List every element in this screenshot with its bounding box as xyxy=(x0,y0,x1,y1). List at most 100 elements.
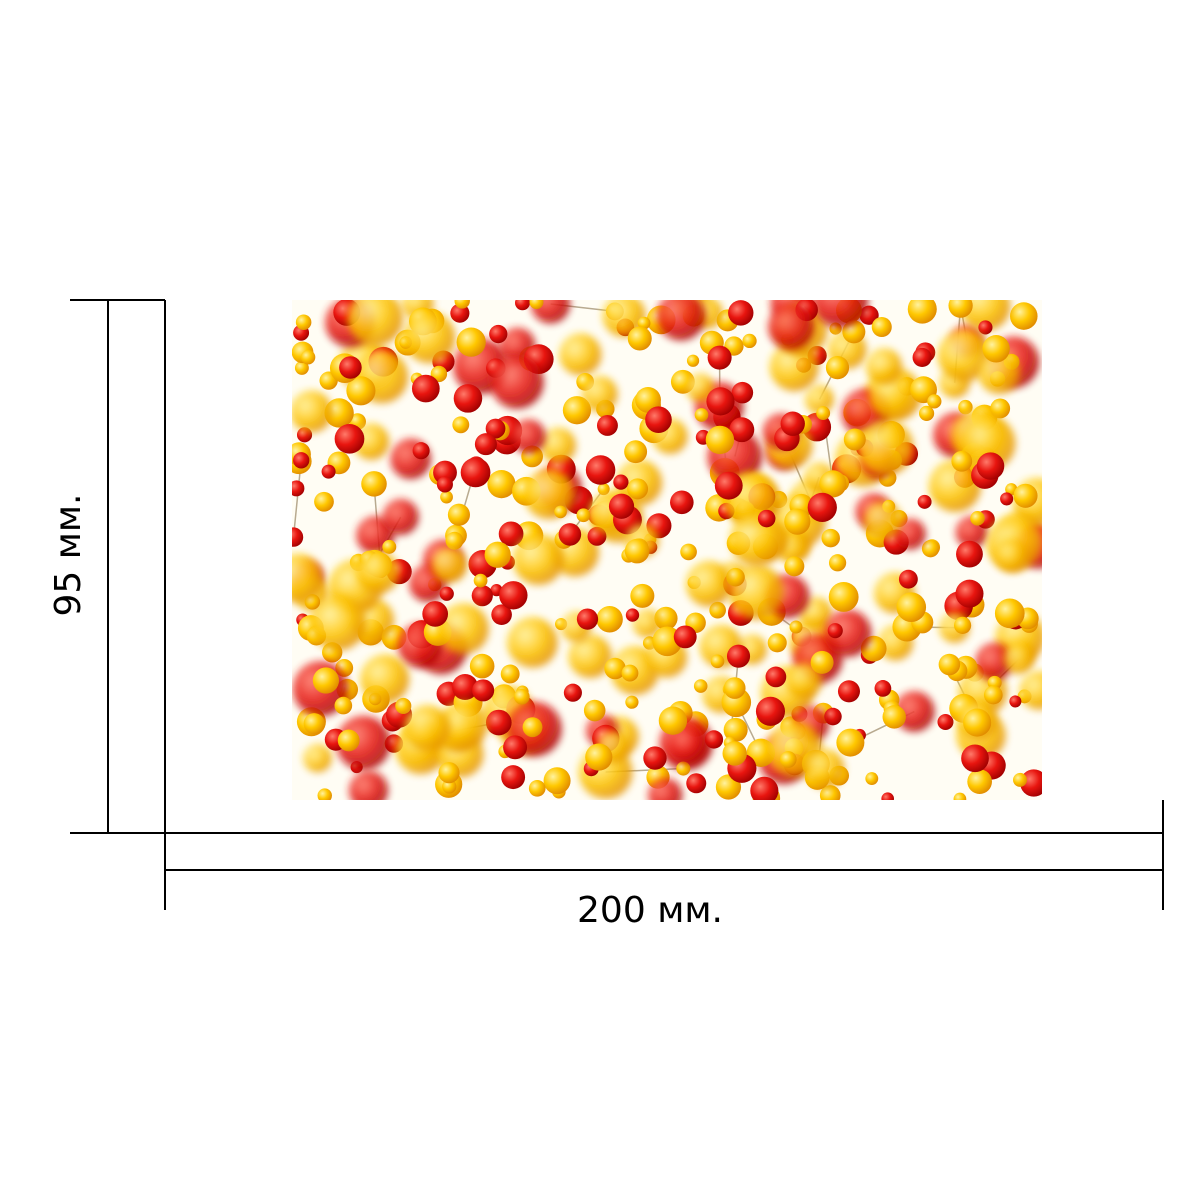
atom xyxy=(963,708,992,737)
atom xyxy=(768,303,815,350)
atom xyxy=(422,601,449,627)
atom xyxy=(1019,671,1042,710)
atom xyxy=(576,508,591,523)
atom xyxy=(975,642,1013,681)
atom xyxy=(953,792,967,800)
atom xyxy=(784,508,811,535)
atom xyxy=(680,543,697,561)
atom xyxy=(471,585,493,607)
atom xyxy=(491,604,512,625)
atom xyxy=(1009,695,1022,708)
atom xyxy=(648,778,683,800)
atom xyxy=(554,505,567,519)
atom xyxy=(789,620,803,634)
atom xyxy=(784,556,805,577)
atom xyxy=(983,685,1003,705)
atom xyxy=(958,399,973,415)
atom xyxy=(310,595,366,651)
atom xyxy=(921,539,940,558)
atom xyxy=(540,427,576,464)
atom xyxy=(395,697,412,714)
atom xyxy=(439,586,454,601)
atom xyxy=(960,415,1016,471)
atom xyxy=(995,539,1028,573)
atom xyxy=(513,688,530,705)
atom xyxy=(412,442,430,460)
atom xyxy=(334,423,365,454)
atom xyxy=(836,728,865,757)
atom xyxy=(501,765,526,790)
atom xyxy=(865,772,879,785)
atom xyxy=(937,713,954,731)
atom xyxy=(411,374,440,403)
atom xyxy=(742,333,757,349)
atom xyxy=(292,554,323,603)
atom xyxy=(452,673,479,701)
atom xyxy=(705,425,735,455)
atom xyxy=(824,609,872,657)
atom xyxy=(624,440,648,464)
atom xyxy=(821,528,840,548)
atom xyxy=(324,398,354,428)
atom xyxy=(596,606,623,633)
atom xyxy=(608,493,635,519)
atom xyxy=(723,717,748,742)
atom xyxy=(645,406,672,434)
atom xyxy=(529,300,544,310)
atom xyxy=(948,300,973,318)
atom xyxy=(303,713,325,735)
atom xyxy=(658,706,688,735)
atom xyxy=(1013,772,1028,787)
atom xyxy=(686,354,700,367)
atom xyxy=(907,300,937,324)
atom xyxy=(874,680,892,697)
atom xyxy=(643,746,667,770)
atom xyxy=(837,680,860,703)
atom xyxy=(895,518,926,550)
atom xyxy=(339,356,362,379)
atom xyxy=(474,433,497,456)
atom xyxy=(919,405,935,421)
atom xyxy=(819,470,847,498)
atom xyxy=(896,592,927,622)
atom xyxy=(487,470,516,499)
width-label: 200 мм. xyxy=(577,890,723,931)
atom xyxy=(300,349,316,365)
atom xyxy=(558,523,582,546)
atom xyxy=(473,573,488,588)
atom xyxy=(929,459,982,512)
atom xyxy=(403,311,456,364)
atom xyxy=(562,396,592,425)
atom xyxy=(807,492,837,522)
atom xyxy=(704,730,724,749)
atom xyxy=(881,792,894,800)
atom xyxy=(625,608,640,622)
atom xyxy=(438,762,460,784)
atom xyxy=(361,471,387,497)
atom xyxy=(978,352,1021,394)
atom xyxy=(513,534,564,585)
atom xyxy=(490,355,544,409)
atom xyxy=(710,654,725,669)
product-image xyxy=(292,300,1042,800)
atom xyxy=(515,300,530,311)
atom xyxy=(295,314,312,331)
atom xyxy=(953,616,972,634)
atom xyxy=(978,320,993,335)
height-label: 95 мм. xyxy=(48,493,89,616)
atom xyxy=(440,490,453,504)
atom xyxy=(779,751,797,768)
atom xyxy=(507,617,558,668)
atom xyxy=(780,411,805,436)
atom xyxy=(317,788,332,800)
atom xyxy=(439,701,488,750)
atom xyxy=(431,547,468,583)
atom xyxy=(686,561,732,607)
atom xyxy=(960,300,1011,331)
atom xyxy=(750,776,779,800)
atom xyxy=(522,717,543,738)
atom xyxy=(828,582,859,612)
atom xyxy=(404,705,450,751)
atom xyxy=(970,511,985,526)
